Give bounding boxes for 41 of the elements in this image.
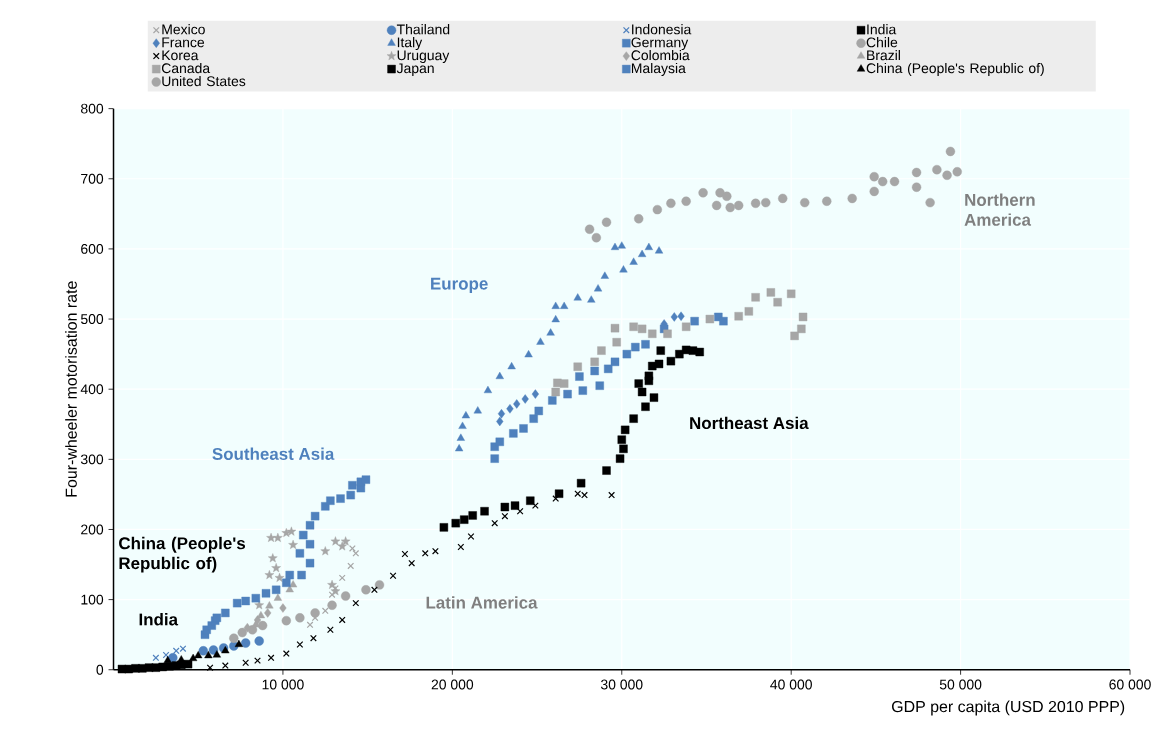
legend-label: France	[162, 37, 205, 48]
legend-label: Malaysia	[631, 63, 686, 77]
y-axis-title: Four-wheeler motorisation rate	[65, 281, 77, 497]
annotation: Europe	[431, 278, 488, 294]
y-tick-label: 0	[96, 665, 104, 675]
legend-label: Mexico	[162, 24, 205, 35]
legend-label: Germany	[631, 37, 689, 51]
y-tick-label: 700	[81, 174, 104, 184]
legend-label: India	[867, 24, 897, 35]
legend-label: Indonesia	[632, 24, 692, 35]
legend-label: United States	[162, 76, 246, 87]
annotation: Northern America	[964, 193, 1035, 227]
y-tick-label: 100	[81, 594, 104, 605]
legend-label: Japan	[396, 63, 434, 77]
y-tick-label: 400	[80, 384, 104, 395]
legend-label: Brazil	[867, 50, 900, 61]
y-tick-label: 600	[81, 244, 104, 255]
legend-label: Uruguay	[397, 50, 450, 64]
y-tick-label: 200	[81, 524, 104, 535]
x-axis-title: GDP per capita (USD 2010 PPP)	[892, 700, 1125, 716]
x-tick-label: 30 000	[600, 679, 643, 690]
legend-label: China (People's Republic of)	[866, 63, 1044, 77]
x-tick-label: 10 000	[262, 679, 304, 690]
legend-label: Canada	[161, 63, 211, 74]
x-tick-label: 50 000	[939, 679, 982, 690]
legend-label: Chile	[866, 37, 898, 48]
legend-label: Thailand	[396, 24, 450, 35]
y-tick-label: 300	[80, 454, 104, 465]
legend-label: Italy	[397, 37, 423, 51]
x-tick-label: 60 000	[1109, 679, 1151, 690]
annotation: India	[139, 613, 179, 626]
x-tick-label: 20 000	[431, 679, 474, 690]
annotation: China (People's Republic of)	[119, 537, 246, 573]
legend-label: Colombia	[631, 50, 690, 61]
x-tick-label: 40 000	[770, 679, 812, 690]
y-tick-label: 800	[81, 103, 104, 114]
legend-label: Korea	[162, 50, 199, 61]
annotation: Northeast Asia	[690, 416, 809, 430]
annotation: Latin America	[426, 596, 538, 609]
y-tick-label: 500	[80, 314, 104, 325]
annotation: Southeast Asia	[212, 447, 335, 461]
